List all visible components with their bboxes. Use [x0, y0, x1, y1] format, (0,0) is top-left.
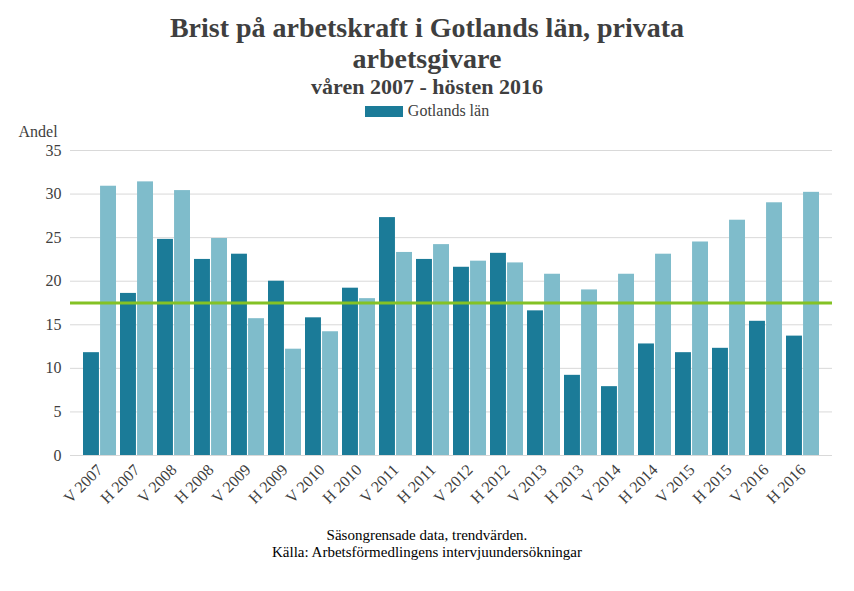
svg-text:H 2008: H 2008 [171, 461, 217, 507]
svg-text:H 2015: H 2015 [689, 461, 735, 507]
svg-text:25: 25 [46, 229, 62, 246]
svg-text:H 2012: H 2012 [467, 461, 513, 507]
svg-text:V 2008: V 2008 [134, 461, 179, 506]
svg-text:V 2016: V 2016 [726, 461, 771, 506]
svg-text:V 2012: V 2012 [430, 461, 475, 506]
svg-text:35: 35 [46, 142, 62, 159]
svg-text:H 2016: H 2016 [763, 461, 809, 507]
svg-text:H 2007: H 2007 [97, 461, 143, 507]
html-text:våren 2007 - hösten 2016: våren 2007 - hösten 2016 [311, 74, 543, 99]
svg-text:H 2014: H 2014 [615, 461, 661, 507]
svg-text:V 2014: V 2014 [578, 461, 623, 506]
svg-text:5: 5 [54, 403, 62, 420]
svg-text:30: 30 [46, 185, 62, 202]
svg-text:10: 10 [46, 359, 62, 376]
svg-text:V 2009: V 2009 [208, 461, 253, 506]
html-text:Källa: Arbetsförmedlingens int: Källa: Arbetsförmedlingens intervjuunder… [272, 544, 582, 560]
html-text:Gotlands län: Gotlands län [407, 102, 490, 119]
svg-text:H 2009: H 2009 [245, 461, 291, 507]
svg-text:20: 20 [46, 272, 62, 289]
svg-text:H 2013: H 2013 [541, 461, 587, 507]
svg-text:0: 0 [54, 447, 62, 464]
svg-text:H 2010: H 2010 [319, 461, 365, 507]
html-text:Brist på arbetskraft i Gotland: Brist på arbetskraft i Gotlands län, pri… [169, 12, 685, 74]
svg-text:Andel: Andel [19, 123, 59, 140]
svg-text:V 2007: V 2007 [60, 461, 105, 506]
html-text:Säsongrensade data, trendvärde: Säsongrensade data, trendvärden. [326, 527, 528, 543]
svg-text:V 2011: V 2011 [357, 461, 402, 506]
svg-text:H 2011: H 2011 [394, 461, 439, 506]
svg-text:V 2015: V 2015 [652, 461, 697, 506]
svg-text:15: 15 [46, 316, 62, 333]
svg-text:V 2010: V 2010 [282, 461, 327, 506]
svg-text:V 2013: V 2013 [504, 461, 549, 506]
